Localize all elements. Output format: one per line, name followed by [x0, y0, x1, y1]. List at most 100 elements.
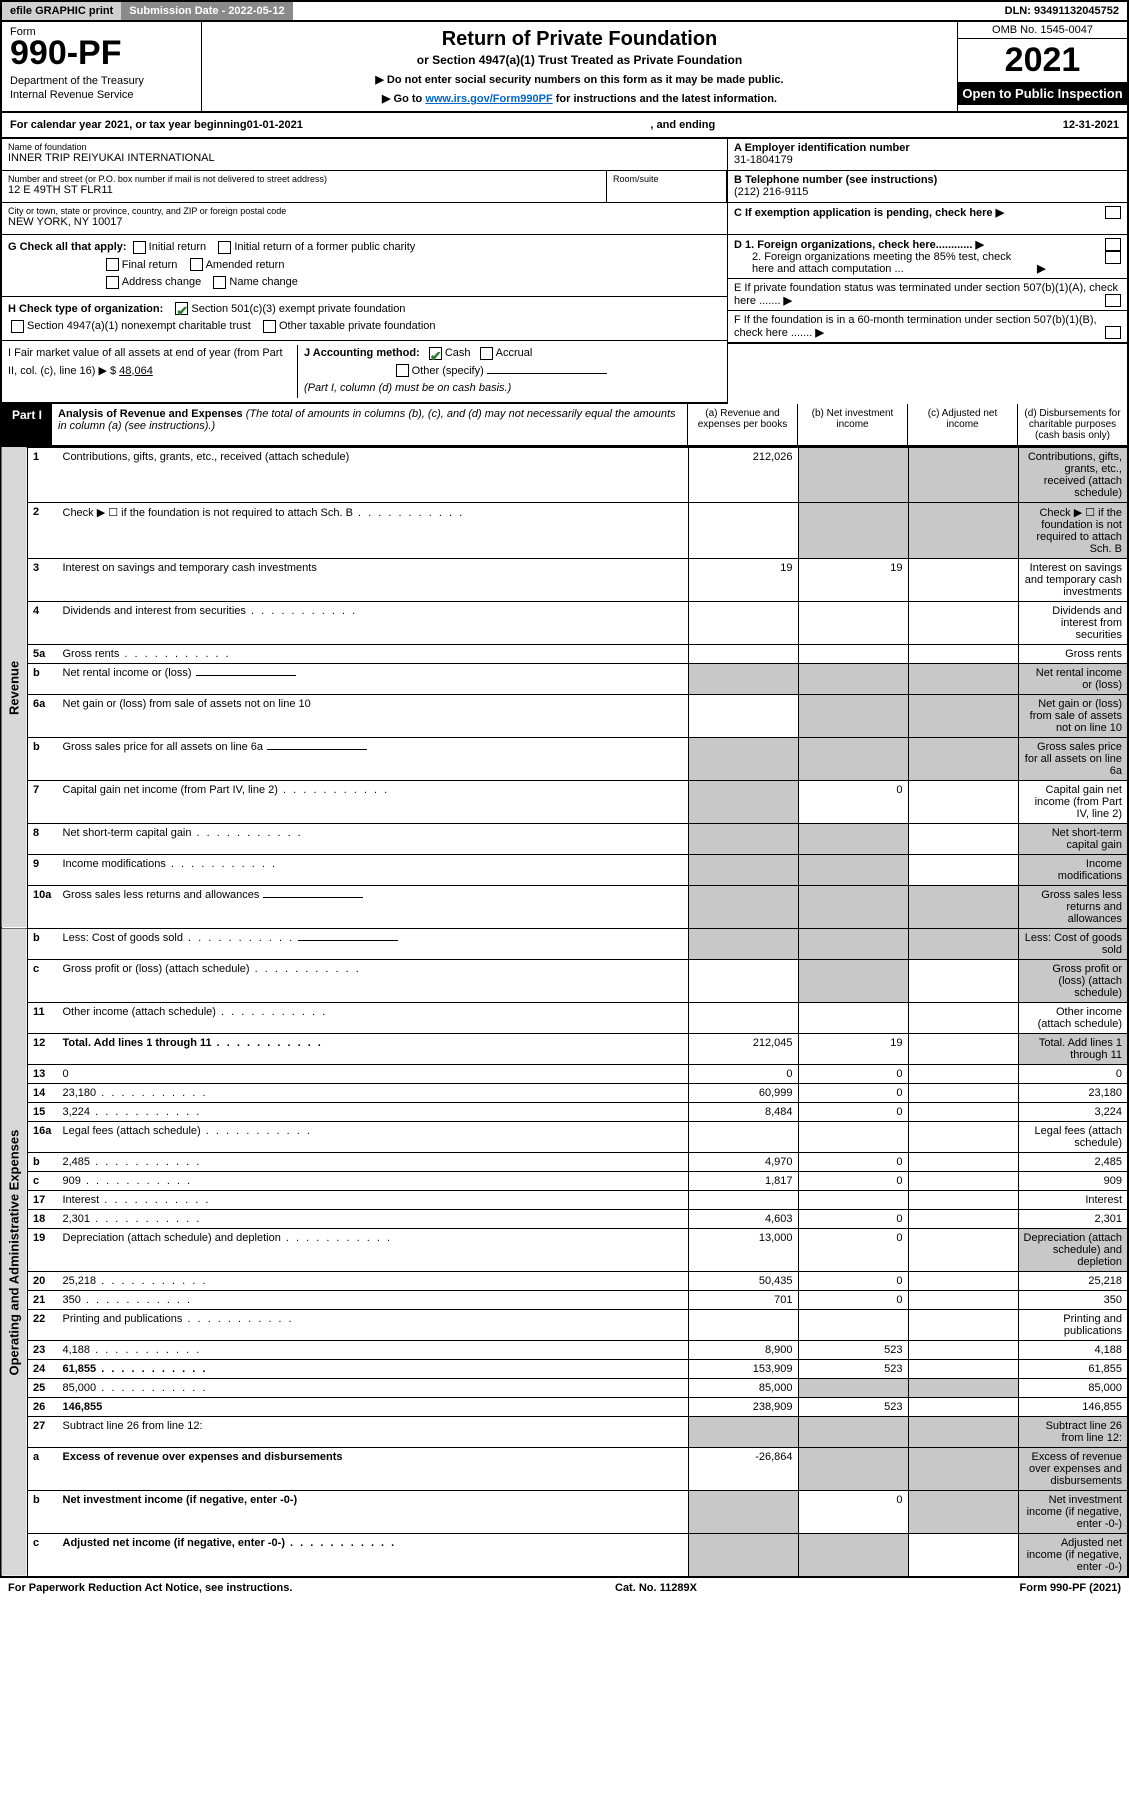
cell-a: 212,026 — [688, 447, 798, 502]
cell-a — [688, 737, 798, 780]
form-header: Form 990-PF Department of the Treasury I… — [0, 22, 1129, 113]
cell-d: 25,218 — [1018, 1271, 1128, 1290]
j-label: J Accounting method: — [304, 347, 420, 359]
table-row: 12Total. Add lines 1 through 11212,04519… — [1, 1033, 1128, 1064]
row-number: 22 — [28, 1309, 58, 1340]
cell-d: Interest on savings and temporary cash i… — [1018, 558, 1128, 601]
amended-return-checkbox[interactable] — [190, 258, 203, 271]
row-number: 4 — [28, 601, 58, 644]
cell-a — [688, 1533, 798, 1577]
row-number: 11 — [28, 1002, 58, 1033]
cell-b — [798, 854, 908, 885]
row-desc: Less: Cost of goods sold — [58, 928, 689, 959]
table-row: cGross profit or (loss) (attach schedule… — [1, 959, 1128, 1002]
row-desc: Depreciation (attach schedule) and deple… — [58, 1228, 689, 1271]
table-row: Revenue1Contributions, gifts, grants, et… — [1, 447, 1128, 502]
initial-former-checkbox[interactable] — [218, 241, 231, 254]
cell-c — [908, 1171, 1018, 1190]
row-number: 9 — [28, 854, 58, 885]
cell-a — [688, 823, 798, 854]
address-change-checkbox[interactable] — [106, 276, 119, 289]
cal-mid: , and ending — [303, 119, 1063, 131]
table-row: 11Other income (attach schedule)Other in… — [1, 1002, 1128, 1033]
cell-d: Contributions, gifts, grants, etc., rece… — [1018, 447, 1128, 502]
cell-a: 238,909 — [688, 1397, 798, 1416]
h-check: H Check type of organization: Section 50… — [2, 297, 727, 341]
table-row: 6aNet gain or (loss) from sale of assets… — [1, 694, 1128, 737]
addr-label: Number and street (or P.O. box number if… — [8, 174, 600, 184]
cell-d: Adjusted net income (if negative, enter … — [1018, 1533, 1128, 1577]
final-return-checkbox[interactable] — [106, 258, 119, 271]
cash-checkbox[interactable] — [429, 347, 442, 360]
row-desc: Net rental income or (loss) — [58, 663, 689, 694]
other-taxable-checkbox[interactable] — [263, 320, 276, 333]
row-desc: Interest — [58, 1190, 689, 1209]
cell-d: 3,224 — [1018, 1102, 1128, 1121]
cell-a — [688, 854, 798, 885]
row-desc: 146,855 — [58, 1397, 689, 1416]
cell-d: 2,485 — [1018, 1152, 1128, 1171]
g-opt-2: Final return — [122, 259, 178, 271]
cell-d: Gross sales price for all assets on line… — [1018, 737, 1128, 780]
e-checkbox[interactable] — [1105, 294, 1121, 307]
d2-checkbox[interactable] — [1105, 251, 1121, 264]
c-checkbox[interactable] — [1105, 206, 1121, 219]
cell-b — [798, 1378, 908, 1397]
cell-b — [798, 447, 908, 502]
table-row: 16aLegal fees (attach schedule)Legal fee… — [1, 1121, 1128, 1152]
irs-link[interactable]: www.irs.gov/Form990PF — [425, 93, 552, 105]
cell-a — [688, 959, 798, 1002]
part1-header-row: Part I Analysis of Revenue and Expenses … — [0, 404, 1129, 447]
cell-c — [908, 694, 1018, 737]
cell-d: 85,000 — [1018, 1378, 1128, 1397]
cell-d: Printing and publications — [1018, 1309, 1128, 1340]
part1-label: Part I — [2, 404, 52, 445]
cell-c — [908, 1002, 1018, 1033]
row-number: b — [28, 737, 58, 780]
table-row: 153,2248,48403,224 — [1, 1102, 1128, 1121]
row-number: c — [28, 1533, 58, 1577]
row-number: 26 — [28, 1397, 58, 1416]
table-row: 3Interest on savings and temporary cash … — [1, 558, 1128, 601]
cell-c — [908, 1447, 1018, 1490]
cell-a — [688, 663, 798, 694]
ein-label: A Employer identification number — [734, 142, 910, 154]
table-row: 2461,855153,90952361,855 — [1, 1359, 1128, 1378]
g-opt-3: Amended return — [206, 259, 285, 271]
row-number: 16a — [28, 1121, 58, 1152]
table-row: 9Income modificationsIncome modification… — [1, 854, 1128, 885]
submission-date: Submission Date - 2022-05-12 — [121, 2, 292, 20]
cell-a: 153,909 — [688, 1359, 798, 1378]
row-desc: Income modifications — [58, 854, 689, 885]
cell-b — [798, 823, 908, 854]
h-opt-2: Section 4947(a)(1) nonexempt charitable … — [27, 320, 251, 332]
f-checkbox[interactable] — [1105, 326, 1121, 339]
cell-a: -26,864 — [688, 1447, 798, 1490]
cell-b: 0 — [798, 1064, 908, 1083]
accrual-checkbox[interactable] — [480, 347, 493, 360]
other-method-checkbox[interactable] — [396, 364, 409, 377]
table-row: 2025,21850,435025,218 — [1, 1271, 1128, 1290]
501c3-checkbox[interactable] — [175, 302, 188, 315]
cell-a — [688, 1490, 798, 1533]
table-row: b2,4854,97002,485 — [1, 1152, 1128, 1171]
cal-begin: 01-01-2021 — [247, 119, 303, 131]
cell-c — [908, 1378, 1018, 1397]
h-opt-1: Section 501(c)(3) exempt private foundat… — [191, 303, 405, 315]
cell-b — [798, 601, 908, 644]
cell-d: 0 — [1018, 1064, 1128, 1083]
initial-return-checkbox[interactable] — [133, 241, 146, 254]
row-number: 18 — [28, 1209, 58, 1228]
row-number: 7 — [28, 780, 58, 823]
cell-c — [908, 1209, 1018, 1228]
footer-left: For Paperwork Reduction Act Notice, see … — [8, 1582, 292, 1594]
d1-checkbox[interactable] — [1105, 238, 1121, 251]
name-change-checkbox[interactable] — [213, 276, 226, 289]
tax-year: 2021 — [958, 39, 1127, 82]
note2-prefix: ▶ Go to — [382, 93, 425, 105]
row-number: 25 — [28, 1378, 58, 1397]
4947a1-checkbox[interactable] — [11, 320, 24, 333]
cell-c — [908, 1152, 1018, 1171]
table-row: 1423,18060,999023,180 — [1, 1083, 1128, 1102]
cell-c — [908, 1340, 1018, 1359]
